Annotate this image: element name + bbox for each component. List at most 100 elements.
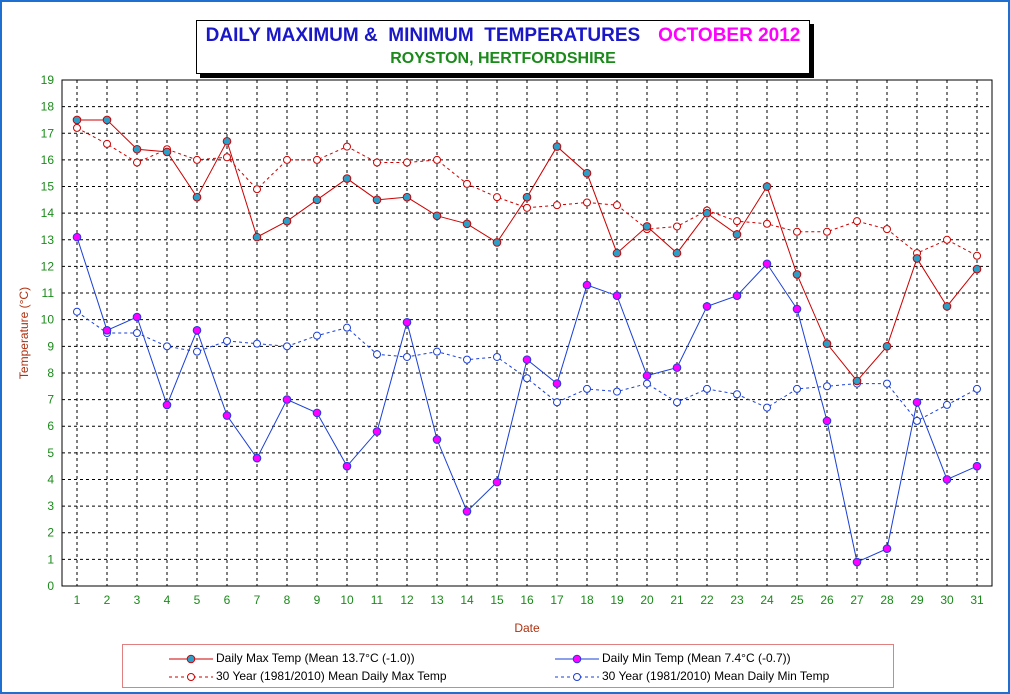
data-point-min <box>672 363 682 372</box>
data-point-max-mean <box>583 198 591 207</box>
data-point-max-mean <box>253 185 261 194</box>
x-tick-label: 14 <box>460 593 474 607</box>
data-point-min-mean <box>733 390 741 399</box>
data-point-max <box>522 192 532 202</box>
legend-swatch-max-mean <box>169 673 213 681</box>
data-point-min-mean <box>313 331 321 340</box>
legend-swatch-min-mean <box>555 673 599 681</box>
data-point-min-mean <box>673 398 681 407</box>
y-tick-label: 11 <box>42 286 55 300</box>
data-point-min <box>72 232 82 242</box>
data-point-min-mean <box>373 350 381 359</box>
data-point-min-mean <box>913 416 921 425</box>
y-tick-label: 18 <box>41 100 55 114</box>
data-point-min-mean <box>703 384 711 393</box>
data-point-min-mean <box>793 384 801 393</box>
data-point-max-mean <box>283 155 291 164</box>
data-point-max-mean <box>733 217 741 226</box>
x-tick-label: 3 <box>134 593 141 607</box>
data-point-min <box>582 280 592 290</box>
x-tick-label: 21 <box>670 593 684 607</box>
data-point-min <box>192 326 202 335</box>
x-tick-label: 11 <box>371 593 384 607</box>
data-point-min-mean <box>343 323 351 332</box>
y-tick-label: 17 <box>41 126 55 140</box>
data-point-max <box>942 302 952 311</box>
data-point-min-mean <box>193 347 201 356</box>
data-point-max <box>612 248 622 258</box>
y-tick-label: 10 <box>41 313 55 327</box>
data-point-max-mean <box>493 193 501 202</box>
data-point-max <box>972 264 982 274</box>
data-point-min <box>732 291 742 301</box>
data-point-min <box>612 291 622 301</box>
x-tick-label: 17 <box>550 593 564 607</box>
data-point-max-mean <box>103 139 111 148</box>
data-point-max-mean <box>223 153 231 162</box>
data-point-max <box>342 174 352 183</box>
x-tick-label: 8 <box>284 593 291 607</box>
data-point-min <box>432 435 442 444</box>
x-tick-label: 29 <box>910 593 924 607</box>
x-tick-label: 10 <box>340 593 354 607</box>
chart-title-box: DAILY MAXIMUM & MINIMUM TEMPERATURES OCTO… <box>196 20 810 74</box>
data-point-max <box>102 115 112 125</box>
data-point-max <box>672 248 682 258</box>
data-point-min-mean <box>613 387 621 396</box>
data-point-max <box>312 195 322 205</box>
data-point-min <box>552 379 562 388</box>
legend-swatch-min <box>555 654 599 664</box>
data-point-min-mean <box>283 342 291 351</box>
data-point-max <box>162 147 172 157</box>
x-tick-label: 30 <box>940 593 954 607</box>
y-tick-label: 3 <box>47 499 54 513</box>
grid-lines <box>62 80 992 586</box>
series-min <box>72 232 982 567</box>
chart-title-main: DAILY MAXIMUM & MINIMUM TEMPERATURES <box>205 25 641 46</box>
data-point-max-mean <box>73 123 81 132</box>
data-point-max <box>72 115 82 125</box>
data-point-max <box>852 376 862 386</box>
data-point-min-mean <box>553 398 561 407</box>
data-point-min-mean <box>433 347 441 356</box>
data-point-max-mean <box>673 222 681 231</box>
data-point-min <box>972 461 982 471</box>
y-tick-label: 4 <box>47 472 54 486</box>
data-point-max-mean <box>373 158 381 167</box>
data-point-min-mean <box>493 352 501 361</box>
data-point-max-mean <box>133 158 141 167</box>
x-tick-label: 12 <box>400 593 414 607</box>
data-point-max <box>822 339 832 348</box>
data-point-min-mean <box>223 336 231 345</box>
data-point-min <box>282 395 292 404</box>
data-point-min <box>792 304 802 314</box>
y-tick-label: 0 <box>47 579 54 593</box>
data-point-max <box>702 208 712 218</box>
data-point-min <box>912 397 922 407</box>
data-point-min <box>342 461 352 471</box>
data-point-min-mean <box>973 384 981 393</box>
x-tick-label: 2 <box>104 593 111 607</box>
data-point-max-mean <box>193 155 201 164</box>
data-point-max <box>732 230 742 239</box>
data-point-max-mean <box>313 155 321 164</box>
data-point-max <box>132 144 142 154</box>
data-point-max-mean <box>973 251 981 260</box>
chart-subtitle: ROYSTON, HERTFORDSHIRE <box>390 50 616 67</box>
y-tick-label: 7 <box>47 393 54 407</box>
x-tick-label: 27 <box>850 593 864 607</box>
data-point-max-mean <box>823 227 831 236</box>
y-tick-label: 15 <box>41 180 55 194</box>
legend-label-max-mean: 30 Year (1981/2010) Mean Daily Max Temp <box>216 669 447 683</box>
data-point-max <box>192 192 202 202</box>
data-point-min <box>372 427 382 436</box>
data-point-max-mean <box>403 158 411 167</box>
data-point-min-mean <box>523 374 531 383</box>
data-point-max <box>432 211 442 221</box>
x-tick-label: 25 <box>790 593 804 607</box>
chart-title-month: OCTOBER 2012 <box>658 25 801 46</box>
data-point-max <box>912 254 922 263</box>
legend-label-max: Daily Max Temp (Mean 13.7°C (-1.0)) <box>216 651 415 665</box>
data-point-min <box>402 318 412 327</box>
data-point-min-mean <box>643 379 651 388</box>
